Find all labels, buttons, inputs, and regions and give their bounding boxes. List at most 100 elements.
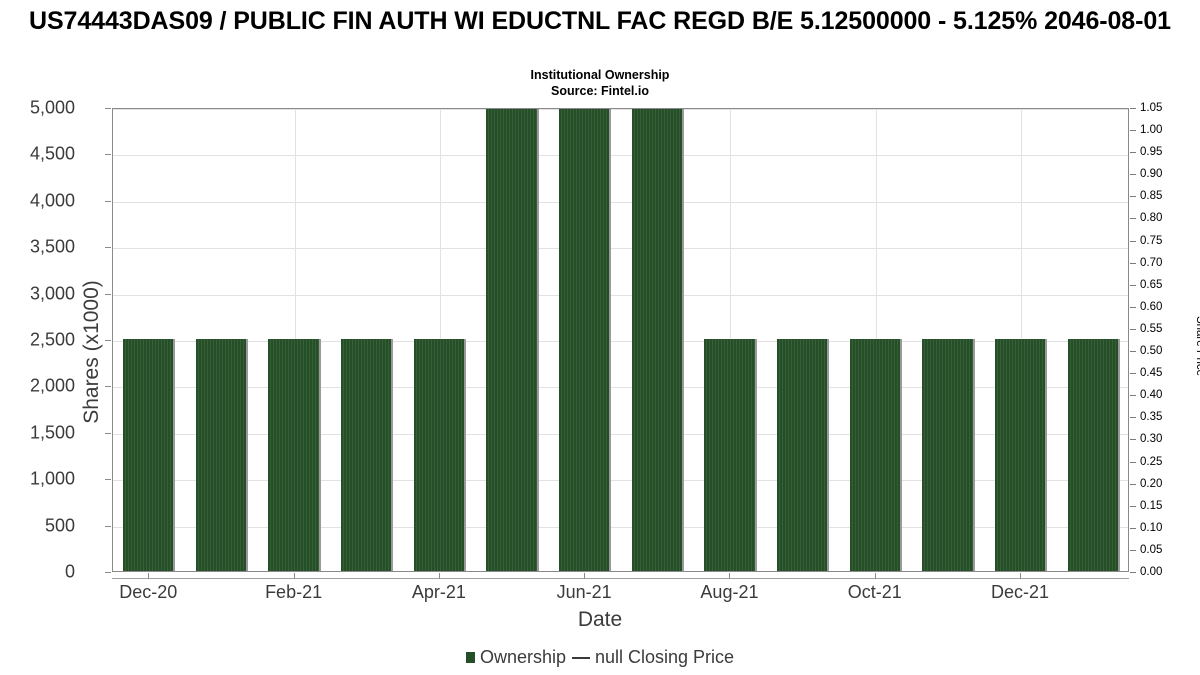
gridline: [113, 526, 1128, 528]
x-axis-tick-label: Jun-21: [556, 582, 612, 602]
bar[interactable]: [1067, 339, 1120, 571]
y-axis-left-tick-mark: [105, 293, 111, 295]
y-axis-right-tick-mark: [1130, 572, 1136, 573]
y-axis-right-tick-label: 1.00: [1140, 124, 1163, 137]
y-axis-right-tick-label: 0.25: [1140, 455, 1163, 468]
y-axis-left-tick-label: 4,500: [29, 143, 75, 164]
y-axis-right-tick-mark: [1130, 373, 1136, 375]
y-axis-right-tick-mark: [1130, 152, 1136, 154]
bar[interactable]: [123, 339, 176, 571]
x-axis-tick-mark: [874, 573, 876, 579]
gridline: [113, 387, 1128, 389]
y-axis-left-tick-mark: [105, 572, 111, 573]
legend-swatch-price-icon: [571, 656, 590, 659]
y-axis-right-tick-mark: [1130, 130, 1136, 132]
y-axis-right-tick-label: 0.40: [1140, 389, 1163, 402]
bar[interactable]: [195, 339, 249, 571]
bar[interactable]: [559, 109, 612, 571]
y-axis-right-tick-mark: [1130, 395, 1136, 397]
y-axis-right-tick-label: 0.85: [1140, 190, 1163, 203]
y-axis-right-tick-label: 0.00: [1140, 566, 1163, 578]
y-axis-left-tick-label: 3,000: [29, 283, 75, 304]
y-axis-right-tick-mark: [1130, 549, 1136, 551]
bar[interactable]: [704, 339, 757, 571]
y-axis-left-tick-label: 4,000: [29, 190, 75, 211]
y-axis-right-tick-label: 1.05: [1140, 102, 1163, 114]
y-axis-right-tick-label: 0.30: [1140, 433, 1163, 446]
y-axis-right-tick-label: 0.75: [1140, 234, 1163, 247]
gridline: [113, 294, 1128, 296]
y-axis-right-tick-mark: [1130, 483, 1136, 485]
legend-label-closing-price: null Closing Price: [594, 647, 735, 667]
x-axis-tick-label: Dec-20: [119, 582, 178, 602]
y-axis-right-tick-label: 0.10: [1140, 521, 1163, 534]
y-axis-right-tick-label: 0.55: [1140, 322, 1163, 335]
y-axis-left-tick-label: 5,000: [29, 97, 75, 118]
y-axis-left-tick-mark: [105, 108, 111, 109]
gridline: [113, 248, 1128, 250]
y-axis-left-tick-mark: [105, 340, 111, 341]
y-axis-right-tick-label: 0.60: [1140, 300, 1163, 313]
y-axis-right-tick-mark: [1130, 351, 1136, 353]
chart-source: Source: Fintel.io: [551, 84, 649, 98]
y-axis-left-tick-mark: [105, 432, 111, 434]
y-axis-right-tick-mark: [1130, 527, 1136, 529]
y-axis-left-tick-label: 0: [64, 561, 75, 582]
y-axis-right-tick-label: 0.50: [1140, 345, 1163, 358]
y-axis-left-tick-label: 2,500: [29, 329, 75, 350]
y-axis-right-tick-mark: [1130, 174, 1136, 176]
y-axis-right-tick-mark: [1130, 505, 1136, 507]
y-axis-right-tick-mark: [1130, 196, 1136, 198]
y-axis-left-tick-mark: [105, 386, 111, 388]
y-axis-right-tick-label: 0.45: [1140, 367, 1163, 380]
bar[interactable]: [413, 339, 467, 571]
y-axis-right-tick-mark: [1130, 417, 1136, 419]
plot-inner: [113, 109, 1128, 571]
y-axis-left-tick-label: 500: [44, 515, 75, 536]
gridline: [113, 109, 1128, 110]
y-axis-right-tick-mark: [1130, 284, 1136, 286]
y-axis-right-tick-mark: [1130, 262, 1136, 264]
y-axis-right-tick-label: 0.65: [1140, 278, 1163, 291]
gridline: [113, 341, 1128, 342]
y-axis-left-tick-mark: [105, 479, 111, 481]
x-axis-tick-label: Dec-21: [991, 582, 1050, 602]
y-axis-left-tick-mark: [105, 247, 111, 249]
y-axis-right-tick-label: 0.80: [1140, 212, 1163, 225]
y-axis-left-tick-label: 3,500: [29, 236, 75, 257]
y-axis-left-tick-label: 2,000: [29, 375, 75, 396]
y-axis-right-tick-mark: [1130, 439, 1136, 441]
legend-item-closing-price[interactable]: null Closing Price: [566, 647, 734, 668]
y-axis-right-tick-mark: [1130, 306, 1136, 308]
bar[interactable]: [849, 339, 902, 571]
bar[interactable]: [994, 339, 1048, 571]
x-axis-tick-mark: [148, 573, 150, 579]
bar[interactable]: [776, 339, 830, 571]
y-axis-right-tick-label: 0.95: [1140, 146, 1163, 159]
x-axis-label: Date: [577, 608, 623, 631]
chart-subtitle: Institutional Ownership: [530, 68, 670, 82]
y-axis-left-tick-mark: [105, 200, 111, 202]
legend-label-ownership: Ownership: [479, 647, 566, 667]
legend-item-ownership[interactable]: Ownership: [465, 647, 566, 668]
y-axis-left-tick-label: 1,000: [29, 468, 75, 489]
bar[interactable]: [486, 109, 539, 571]
x-axis-tick-mark: [438, 573, 440, 579]
y-axis-right-tick-label: 0.90: [1140, 168, 1163, 181]
bar[interactable]: [268, 339, 321, 571]
gridline: [113, 201, 1128, 203]
y-axis-right-label: Share Price: [1194, 315, 1200, 377]
bar[interactable]: [922, 339, 975, 571]
bar[interactable]: [341, 339, 394, 571]
x-axis-tick-label: Aug-21: [700, 582, 759, 602]
gridline: [113, 480, 1128, 482]
x-axis-line: [112, 578, 1129, 579]
y-axis-right-tick-label: 0.35: [1140, 411, 1163, 424]
y-axis-left-label: Shares (x1000): [80, 280, 103, 424]
x-axis-tick-mark: [1020, 573, 1022, 579]
bar[interactable]: [631, 109, 684, 571]
y-axis-left-tick-mark: [105, 525, 111, 527]
x-axis-tick-mark: [584, 573, 586, 579]
chart-legend: Ownership null Closing Price: [0, 647, 1200, 668]
